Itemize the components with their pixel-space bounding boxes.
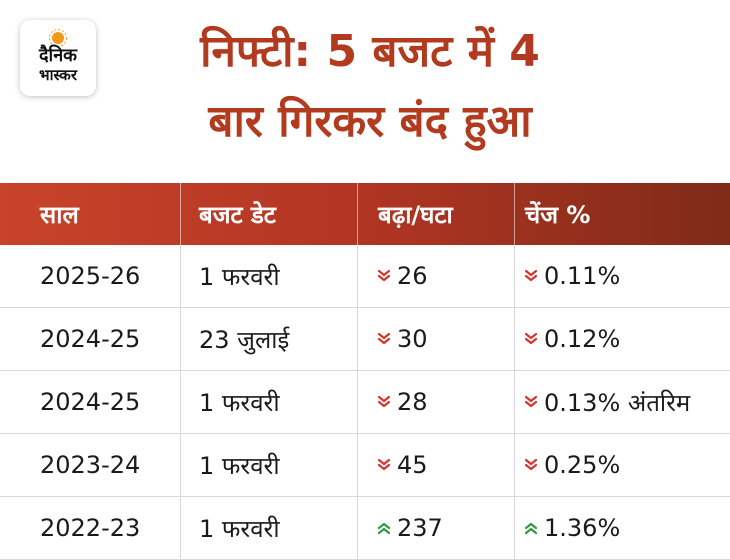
year-cell: 2023-24 — [0, 434, 180, 496]
year-value: 2022-23 — [40, 514, 141, 542]
logo-line-2: भास्कर — [39, 66, 77, 84]
table-row: 2025-26 1 फरवरी 26 0.11% — [0, 245, 730, 308]
budget-date-cell: 1 फरवरी — [180, 371, 357, 433]
page-title-line-2: बार गिरकर बंद हुआ — [208, 96, 532, 147]
table-row: 2024-25 1 फरवरी 28 0.13% अंतरिम — [0, 371, 730, 434]
year-cell: 2024-25 — [0, 308, 180, 370]
double-chevron-down-icon — [525, 459, 537, 471]
year-cell: 2025-26 — [0, 245, 180, 307]
points-cell: 45 — [357, 434, 514, 496]
year-cell: 2022-23 — [0, 497, 180, 559]
points-cell: 237 — [357, 497, 514, 559]
header-up-down: बढ़ा/घटा — [357, 183, 514, 245]
change-percent-cell: 0.12% — [514, 308, 730, 370]
change-percent-value: 0.11% — [544, 262, 621, 290]
table-row: 2024-25 23 जुलाई 30 0.12% — [0, 308, 730, 371]
change-percent-value: 1.36% — [544, 514, 621, 542]
budget-date-value: 1 फरवरी — [199, 451, 280, 480]
points-cell: 26 — [357, 245, 514, 307]
double-chevron-down-icon — [378, 270, 390, 282]
sun-icon — [49, 29, 67, 47]
change-percent-value: 0.25% — [544, 451, 621, 479]
budget-date-cell: 1 फरवरी — [180, 497, 357, 559]
dainik-bhaskar-logo: दैनिक भास्कर — [20, 20, 96, 96]
budget-date-cell: 1 फरवरी — [180, 245, 357, 307]
double-chevron-down-icon — [525, 333, 537, 345]
change-percent-cell: 1.36% — [514, 497, 730, 559]
nifty-budget-table: साल बजट डेट बढ़ा/घटा चेंज % 2025-26 1 फरव… — [0, 183, 730, 560]
table-row: 2022-23 1 फरवरी 237 1.36% — [0, 497, 730, 560]
points-value: 237 — [397, 514, 443, 542]
points-cell: 30 — [357, 308, 514, 370]
budget-date-value: 1 फरवरी — [199, 388, 280, 417]
points-value: 26 — [397, 262, 428, 290]
logo-line-1: दैनिक — [38, 45, 78, 66]
year-value: 2025-26 — [40, 262, 141, 290]
double-chevron-down-icon — [378, 333, 390, 345]
header-change-percent: चेंज % — [514, 183, 730, 245]
change-percent-cell: 0.11% — [514, 245, 730, 307]
year-value: 2023-24 — [40, 451, 141, 479]
budget-date-value: 1 फरवरी — [199, 514, 280, 543]
change-percent-cell: 0.25% — [514, 434, 730, 496]
table-row: 2023-24 1 फरवरी 45 0.25% — [0, 434, 730, 497]
double-chevron-up-icon — [378, 522, 390, 534]
change-percent-value: 0.13% अंतरिम — [544, 388, 691, 417]
double-chevron-down-icon — [378, 396, 390, 408]
budget-date-cell: 23 जुलाई — [180, 308, 357, 370]
budget-date-value: 1 फरवरी — [199, 262, 280, 291]
double-chevron-down-icon — [525, 270, 537, 282]
year-value: 2024-25 — [40, 388, 141, 416]
budget-date-cell: 1 फरवरी — [180, 434, 357, 496]
double-chevron-down-icon — [525, 396, 537, 408]
header-budget-date: बजट डेट — [180, 183, 357, 245]
points-cell: 28 — [357, 371, 514, 433]
year-cell: 2024-25 — [0, 371, 180, 433]
year-value: 2024-25 — [40, 325, 141, 353]
change-percent-value: 0.12% — [544, 325, 621, 353]
double-chevron-down-icon — [378, 459, 390, 471]
change-percent-cell: 0.13% अंतरिम — [514, 371, 730, 433]
double-chevron-up-icon — [525, 522, 537, 534]
points-value: 45 — [397, 451, 428, 479]
page-title-line-1: निफ्टी: 5 बजट में 4 — [200, 26, 540, 77]
points-value: 28 — [397, 388, 428, 416]
table-header: साल बजट डेट बढ़ा/घटा चेंज % — [0, 183, 730, 245]
points-value: 30 — [397, 325, 428, 353]
budget-date-value: 23 जुलाई — [199, 325, 290, 354]
header-year: साल — [40, 200, 79, 229]
